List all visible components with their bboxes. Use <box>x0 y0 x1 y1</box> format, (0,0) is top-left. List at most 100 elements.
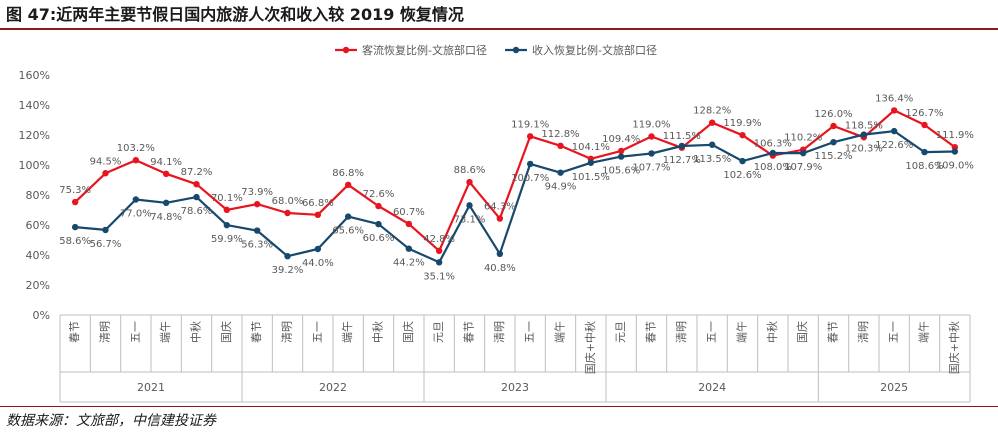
data-label-visitors: 42.8% <box>423 234 455 245</box>
series-point-visitors <box>466 178 473 186</box>
category-label: 春节 <box>827 321 840 343</box>
legend-marker-visitors <box>342 46 350 54</box>
data-label-revenue: 77.0% <box>120 209 152 220</box>
series-point-revenue <box>648 150 655 157</box>
data-label-visitors: 94.5% <box>90 156 122 167</box>
series-point-revenue <box>253 227 261 234</box>
data-label-visitors: 60.7% <box>393 207 425 218</box>
category-label: 端午 <box>341 321 354 343</box>
series-point-revenue <box>344 213 352 220</box>
category-label: 端午 <box>159 321 172 343</box>
series-point-revenue <box>860 131 868 138</box>
series-point-revenue <box>890 127 898 135</box>
category-label: 五一 <box>887 321 900 343</box>
data-label-revenue: 44.0% <box>302 258 334 269</box>
series-point-revenue <box>284 253 291 260</box>
data-label-visitors: 119.0% <box>632 120 670 131</box>
data-label-revenue: 109.0% <box>936 161 974 172</box>
category-label: 国庆 <box>401 321 415 343</box>
category-label: 春节 <box>68 321 81 343</box>
data-label-revenue: 115.2% <box>814 151 852 162</box>
data-label-revenue: 120.3% <box>845 144 883 155</box>
series-line-revenue <box>75 129 955 264</box>
data-label-visitors: 72.6% <box>363 189 395 200</box>
series-point-visitors <box>557 142 564 149</box>
series-point-visitors <box>435 247 443 254</box>
legend-label-revenue: 收入恢复比例-文旅部口径 <box>532 43 657 57</box>
series-point-revenue <box>739 157 746 165</box>
category-label: 清明 <box>675 321 688 343</box>
data-label-revenue: 107.7% <box>632 162 670 173</box>
data-label-visitors: 112.8% <box>541 129 579 140</box>
series-point-visitors <box>617 147 625 155</box>
series-point-visitors <box>375 202 382 210</box>
category-label: 国庆 <box>795 321 809 343</box>
category-label: 元旦 <box>614 321 627 343</box>
series-line-visitors <box>74 109 956 252</box>
data-label-revenue: 59.9% <box>211 234 243 245</box>
series-point-revenue <box>162 199 170 206</box>
category-label: 五一 <box>311 321 324 343</box>
y-tick-label: 0% <box>33 309 50 322</box>
series-point-revenue <box>678 142 686 150</box>
series-point-visitors <box>284 209 291 217</box>
series-point-visitors <box>132 157 140 164</box>
data-label-visitors: 94.1% <box>150 157 182 168</box>
series-point-revenue <box>496 250 504 257</box>
data-label-revenue: 35.1% <box>423 271 455 282</box>
category-label: 国庆+中秋 <box>583 321 597 374</box>
series-point-visitors <box>921 121 928 129</box>
series-point-visitors <box>193 181 200 188</box>
series-point-revenue <box>375 220 382 228</box>
data-label-visitors: 118.5% <box>845 120 883 131</box>
series-point-revenue <box>830 139 837 146</box>
series-point-visitors <box>71 198 79 206</box>
data-label-visitors: 68.0% <box>272 196 304 207</box>
series-point-revenue <box>769 149 777 157</box>
series-point-visitors <box>496 215 504 222</box>
data-label-visitors: 104.1% <box>572 142 610 153</box>
source-note: 数据来源：文旅部，中信建投证券 <box>6 413 216 429</box>
data-label-revenue: 56.3% <box>241 240 273 251</box>
category-label: 春节 <box>250 321 263 343</box>
category-label: 春节 <box>645 321 658 343</box>
year-label: 2021 <box>137 381 165 394</box>
legend-marker-revenue <box>512 46 520 54</box>
category-label: 中秋 <box>189 321 203 343</box>
series-point-revenue <box>587 159 595 166</box>
series-point-revenue <box>921 148 928 156</box>
data-label-revenue: 112.7% <box>663 155 701 166</box>
data-label-revenue: 101.5% <box>572 172 610 183</box>
series-point-visitors <box>708 119 716 126</box>
series-point-revenue <box>466 202 473 209</box>
data-label-visitors: 73.9% <box>241 187 273 198</box>
y-tick-label: 140% <box>19 99 50 112</box>
year-label: 2022 <box>319 381 347 394</box>
data-label-revenue: 39.2% <box>272 265 304 276</box>
y-tick-label: 60% <box>26 219 50 232</box>
y-tick-label: 40% <box>26 249 50 262</box>
series-point-revenue <box>223 221 231 229</box>
data-label-revenue: 73.1% <box>454 214 486 225</box>
category-label: 端午 <box>736 321 749 343</box>
data-label-revenue: 107.9% <box>784 162 822 173</box>
series-point-revenue <box>314 245 322 253</box>
y-tick-label: 120% <box>19 129 50 142</box>
data-label-visitors: 88.6% <box>454 165 486 176</box>
data-label-revenue: 113.5% <box>693 154 731 165</box>
data-label-visitors: 119.1% <box>511 119 549 130</box>
year-label: 2023 <box>501 381 529 394</box>
data-label-revenue: 40.8% <box>484 263 516 274</box>
data-label-revenue: 74.8% <box>150 212 182 223</box>
series-point-visitors <box>344 181 352 188</box>
data-label-revenue: 100.7% <box>511 173 549 184</box>
category-label: 五一 <box>523 321 536 343</box>
series-point-revenue <box>526 160 534 168</box>
data-label-visitors: 103.2% <box>117 143 155 154</box>
data-label-revenue: 94.9% <box>545 182 577 193</box>
category-label: 五一 <box>129 321 142 343</box>
series-point-revenue <box>951 148 959 155</box>
y-tick-label: 160% <box>19 69 50 82</box>
data-label-visitors: 110.2% <box>784 133 822 144</box>
series-point-revenue <box>102 226 109 234</box>
